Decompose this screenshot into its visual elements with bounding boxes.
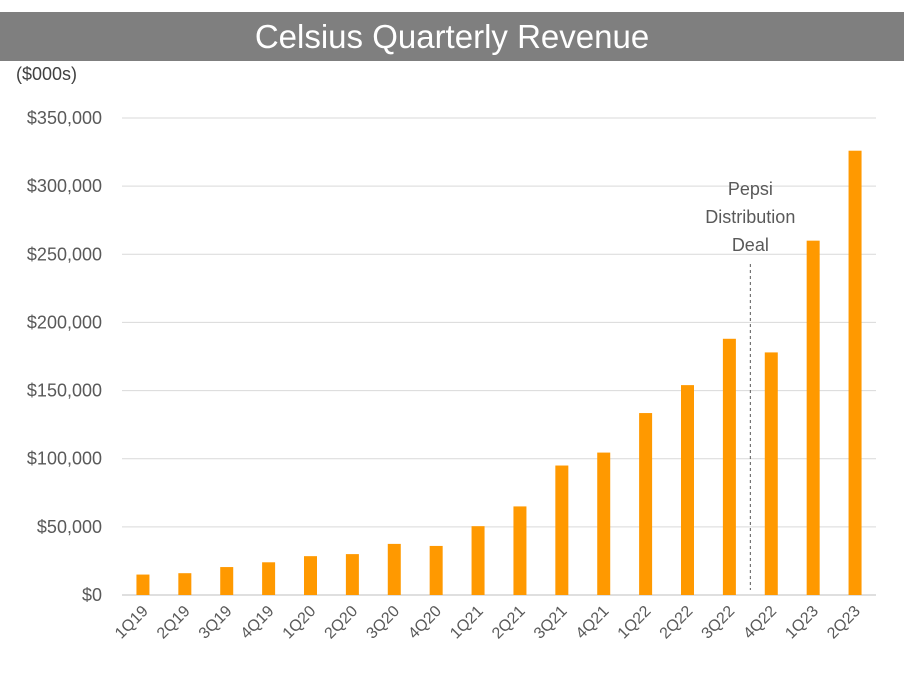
bars <box>136 150 862 596</box>
x-tick-label: 3Q20 <box>363 603 403 643</box>
y-tick-label: $50,000 <box>37 517 102 537</box>
gridlines <box>122 117 876 596</box>
annotation-text: Deal <box>732 235 769 255</box>
x-tick-label: 2Q23 <box>824 603 864 643</box>
bar-1q22 <box>639 413 653 595</box>
bar-3q20 <box>387 543 401 595</box>
x-tick-label: 4Q20 <box>405 603 445 643</box>
y-tick-label: $0 <box>82 585 102 605</box>
x-axis-ticks: 1Q19 2Q19 3Q19 4Q19 1Q20 2Q20 3Q20 4Q20 1Q21 2Q21… <box>112 603 864 643</box>
bar-2q23 <box>848 150 862 596</box>
x-tick-label: 1Q22 <box>615 603 655 643</box>
x-tick-label: 4Q21 <box>573 603 613 643</box>
y-tick-label: $200,000 <box>27 312 102 332</box>
y-axis-ticks: $0 $50,000 $100,000 $150,000 $200,000 $250,00… <box>27 108 102 605</box>
annotation-text: Distribution <box>705 207 795 227</box>
y-tick-label: $350,000 <box>27 108 102 128</box>
x-tick-label: 4Q19 <box>238 603 278 643</box>
bar-1q19 <box>136 574 150 595</box>
bar-3q22 <box>722 338 736 595</box>
x-tick-label: 2Q22 <box>657 603 697 643</box>
x-tick-label: 3Q19 <box>196 603 236 643</box>
bar-1q21 <box>471 526 485 595</box>
y-tick-label: $100,000 <box>27 449 102 469</box>
x-tick-label: 2Q19 <box>154 603 194 643</box>
x-tick-label: 2Q21 <box>489 603 529 643</box>
bar-4q20 <box>429 545 443 595</box>
bar-2q21 <box>513 506 527 595</box>
chart-title: Celsius Quarterly Revenue <box>0 12 904 61</box>
y-tick-label: $150,000 <box>27 381 102 401</box>
bar-1q23 <box>806 240 820 595</box>
y-tick-label: $300,000 <box>27 176 102 196</box>
y-tick-label: $250,000 <box>27 244 102 264</box>
bar-2q22 <box>681 385 694 595</box>
bar-3q21 <box>555 465 569 595</box>
x-tick-label: 1Q21 <box>447 603 487 643</box>
x-tick-label: 1Q23 <box>782 603 822 643</box>
bar-4q21 <box>597 452 611 595</box>
x-tick-label: 1Q20 <box>280 603 320 643</box>
annotation: Pepsi Distribution Deal <box>705 179 795 590</box>
x-tick-label: 3Q22 <box>699 603 739 643</box>
x-tick-label: 1Q19 <box>112 603 152 643</box>
unit-label: ($000s) <box>16 64 78 84</box>
x-tick-label: 3Q21 <box>531 603 571 643</box>
annotation-text: Pepsi <box>728 179 773 199</box>
bar-3q19 <box>220 567 234 595</box>
x-tick-label: 4Q22 <box>740 603 780 643</box>
bar-2q20 <box>345 554 359 595</box>
bar-4q19 <box>262 562 276 595</box>
bar-2q19 <box>178 573 192 595</box>
x-tick-label: 2Q20 <box>322 603 362 643</box>
bar-1q20 <box>304 556 317 595</box>
bar-4q22 <box>764 352 778 595</box>
